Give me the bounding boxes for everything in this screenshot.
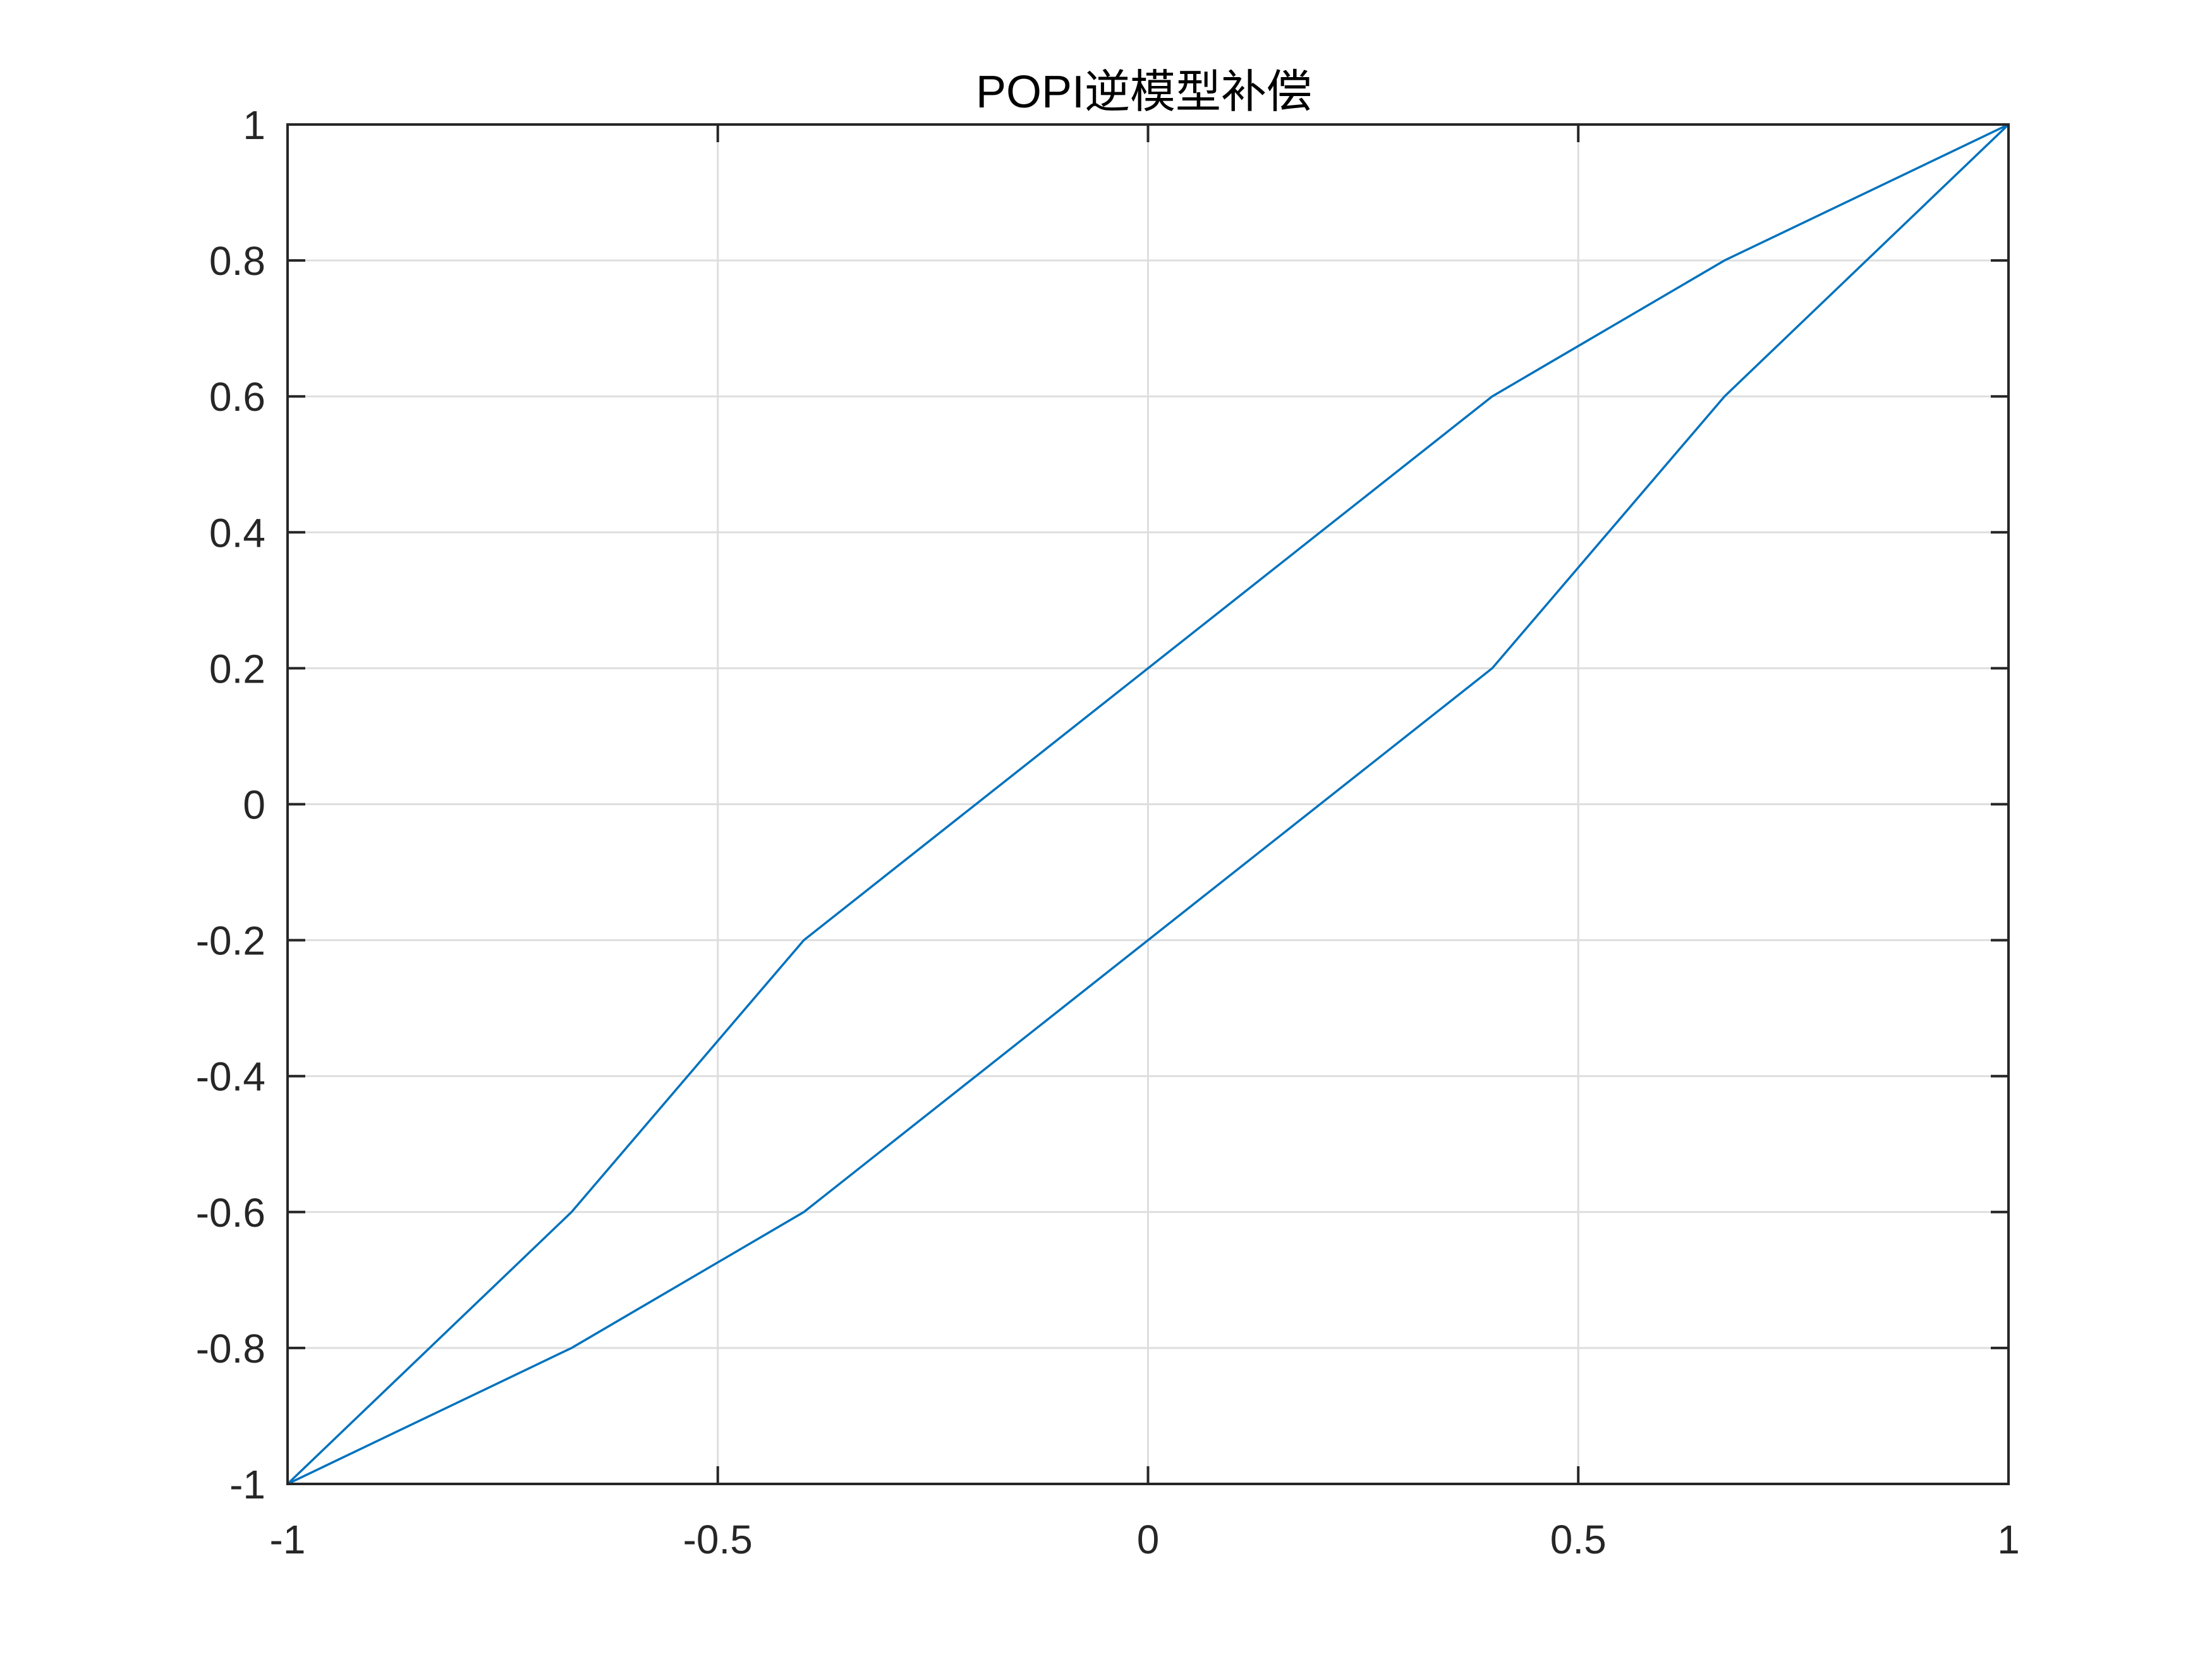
grid [286, 123, 2010, 1485]
y-tick-label: 0.4 [209, 510, 265, 556]
series-line-1 [287, 123, 2010, 1485]
y-tick-label: 0 [243, 782, 265, 828]
y-tick-labels: -1 -0.8 -0.6 -0.4 -0.2 0 0.2 0.4 0.6 0.8 1 [196, 102, 265, 1507]
x-tick-label: 0 [1137, 1517, 1160, 1562]
x-tick-label: -0.5 [683, 1517, 753, 1562]
y-tick-label: -0.8 [196, 1326, 265, 1371]
y-tick-label: 0.6 [209, 374, 265, 420]
x-tick-label: 1 [1997, 1517, 2020, 1562]
x-tick-labels: -1 -0.5 0 0.5 1 [270, 1517, 2020, 1562]
chart-title: POPI逆模型补偿 [976, 67, 1312, 118]
x-tick-label: 0.5 [1550, 1517, 1607, 1562]
y-tick-label: 1 [243, 102, 265, 148]
y-tick-label: 0.2 [209, 646, 265, 691]
y-tick-label: -0.6 [196, 1190, 265, 1236]
y-tick-label: -0.4 [196, 1054, 265, 1100]
x-tick-label: -1 [270, 1517, 306, 1562]
y-tick-label: 0.8 [209, 238, 265, 284]
y-tick-label: -0.2 [196, 918, 265, 964]
ticks [286, 123, 2010, 1485]
series-group [286, 123, 2010, 1485]
y-tick-label: -1 [229, 1462, 265, 1507]
series-line-2 [286, 123, 2009, 1485]
